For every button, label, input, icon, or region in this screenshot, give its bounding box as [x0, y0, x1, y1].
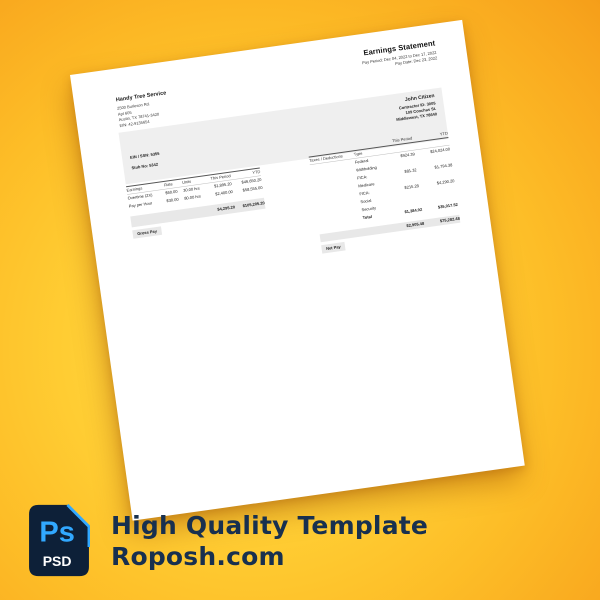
psd-label: PSD: [43, 553, 72, 569]
stub-meta: EIN / SSN: 5355 Stub No: 5342: [130, 151, 161, 170]
earnings-row-rate: $30.00: [166, 197, 179, 204]
stub-no: Stub No: 5342: [131, 162, 159, 171]
gross-pay-this-period: $4,295.20: [217, 204, 236, 212]
net-pay-this-period: $2,905.48: [406, 221, 425, 229]
ps-logo-text: Ps: [39, 516, 74, 548]
gross-pay-label: Gross Pay: [132, 226, 162, 239]
deductions-table: Taxes / Deductions Type Federal Withhold…: [308, 136, 462, 254]
brand-footer: Ps PSD High Quality Template Roposh.com: [28, 504, 428, 577]
employee-block: John Citizen Contractor ID: 3005 109 Con…: [393, 93, 437, 122]
ein-ssn: EIN / SSN: 5355: [129, 151, 160, 160]
net-pay-label: Net Pay: [321, 241, 346, 254]
net-pay-ytd: $75,282.48: [439, 216, 461, 224]
brand-tagline: High Quality Template: [111, 511, 429, 540]
paper-sheet: Earnings Statement Pay Period: Dec 04, 2…: [70, 19, 525, 521]
statement-header: Earnings Statement Pay Period: Dec 04, 2…: [360, 39, 438, 71]
earnings-row-units: 80.00 hrs: [183, 193, 202, 201]
gross-pay-ytd: $105,205.20: [242, 200, 266, 209]
type-col-header: Type: [353, 151, 363, 157]
company-block: Handy Tree Service 2500 Burleson Rd. Apt…: [115, 90, 170, 129]
photoshop-psd-file-icon: Ps PSD: [29, 504, 90, 577]
brand-site: Roposh.com: [111, 542, 285, 571]
